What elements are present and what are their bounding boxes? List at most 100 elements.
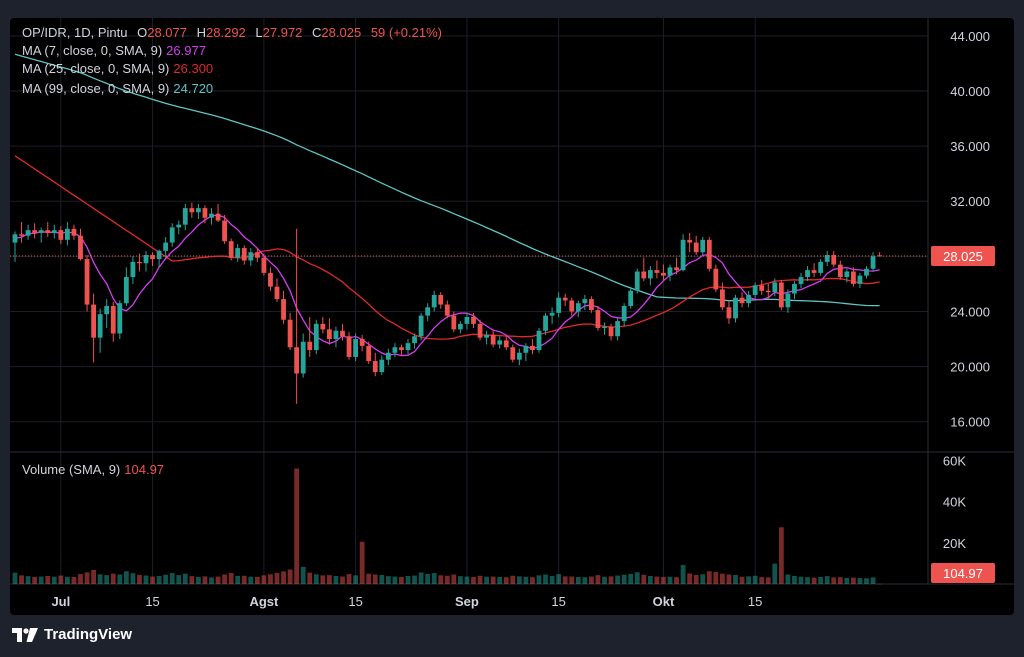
time-tick-label: 15 <box>145 594 159 609</box>
brand-name: TradingView <box>44 626 133 643</box>
volume-bar <box>523 576 529 584</box>
candle-body <box>569 300 575 312</box>
volume-bar <box>831 577 837 584</box>
volume-bar <box>320 575 326 584</box>
volume-bar <box>530 577 535 584</box>
volume-bar <box>78 574 83 584</box>
volume-bar <box>274 572 280 584</box>
volume-bar <box>444 575 450 584</box>
volume-bar <box>837 577 843 584</box>
candle-body <box>182 208 188 225</box>
volume-bar <box>38 576 44 584</box>
volume-bar <box>549 575 555 584</box>
candle-body <box>497 340 503 345</box>
volume-bar <box>510 575 516 584</box>
candle-body <box>589 299 594 311</box>
candle-body <box>431 294 437 308</box>
candle-body <box>667 267 673 276</box>
candle-body <box>340 330 345 337</box>
volume-bar <box>497 576 503 584</box>
candle-body <box>628 290 634 306</box>
candle-body <box>837 264 843 278</box>
candle-body <box>379 359 385 373</box>
volume-bar <box>418 572 424 584</box>
volume-bar <box>123 571 129 584</box>
candle-body <box>687 239 693 243</box>
candle-body <box>385 352 391 360</box>
volume-bar <box>228 573 234 584</box>
candle-body <box>654 270 660 273</box>
volume-bar <box>425 573 431 584</box>
volume-bar <box>556 574 562 584</box>
candle-body <box>176 224 182 228</box>
volume-bar <box>864 578 869 584</box>
candle-body <box>471 316 476 324</box>
candle-body <box>287 319 293 348</box>
volume-bar <box>346 574 352 584</box>
price-tick-label: 44.000 <box>950 29 990 44</box>
candle-body <box>300 341 306 374</box>
volume-bar <box>19 575 24 584</box>
volume-bar <box>477 575 483 584</box>
candle-body <box>254 252 260 258</box>
volume-bar <box>65 576 70 584</box>
ma7-legend: MA (7, close, 0, SMA, 9) 26.977 <box>22 43 206 58</box>
candle-body <box>818 261 824 273</box>
candle-body <box>78 235 83 260</box>
current-volume-label: 104.97 <box>943 566 983 581</box>
volume-bar <box>792 575 797 584</box>
candle-body <box>117 303 123 334</box>
ma7-label: MA (7, close, 0, SMA, 9) <box>22 43 163 58</box>
ma7-value: 26.977 <box>166 43 206 58</box>
change-value: 59 (+0.21%) <box>370 25 442 40</box>
volume-bar <box>851 577 856 584</box>
volume-bar <box>575 576 581 584</box>
volume-bar <box>202 576 208 584</box>
volume-bar <box>516 576 522 584</box>
candle-body <box>530 345 535 351</box>
volume-bar <box>353 575 358 584</box>
candle-body <box>765 290 771 293</box>
volume-bar <box>45 575 51 584</box>
time-tick-label: 15 <box>748 594 762 609</box>
volume-bar <box>84 572 90 584</box>
candlestick-chart[interactable]: 44.00040.00036.00032.00028.00024.00020.0… <box>10 18 1014 615</box>
volume-bar <box>58 575 64 584</box>
volume-bar <box>359 541 365 584</box>
candle-body <box>575 303 581 312</box>
candle-body <box>307 341 313 351</box>
candle-body <box>680 239 686 271</box>
candle-body <box>438 294 444 305</box>
candle-body <box>268 272 273 287</box>
candle-body <box>720 289 725 308</box>
volume-bar <box>169 573 175 584</box>
candle-body <box>196 208 201 213</box>
close-label: C <box>312 25 322 40</box>
candle-body <box>372 361 378 373</box>
time-tick-label: 15 <box>348 594 362 609</box>
price-tick-label: 16.000 <box>950 415 990 430</box>
time-tick-label: Agst <box>249 594 279 609</box>
volume-bar <box>778 527 784 584</box>
volume-bar <box>163 574 169 584</box>
ma99-label: MA (99, close, 0, SMA, 9) <box>22 81 170 96</box>
volume-bar <box>464 576 470 584</box>
candle-body <box>746 294 751 304</box>
low-label: L <box>255 25 263 40</box>
volume-bar <box>130 573 136 584</box>
volume-value: 104.97 <box>124 462 165 477</box>
volume-bar <box>333 575 339 584</box>
tradingview-brand[interactable]: TradingView <box>12 626 132 643</box>
candle-body <box>150 254 155 260</box>
candle-body <box>785 293 791 308</box>
candle-body <box>412 336 417 344</box>
volume-bar <box>366 573 372 584</box>
candle-body <box>562 297 568 301</box>
volume-bar <box>431 573 437 584</box>
volume-bar <box>399 576 404 584</box>
volume-tick-label: 40K <box>943 495 966 510</box>
candle-body <box>759 285 765 291</box>
volume-bar <box>785 574 791 584</box>
volume-legend: Volume (SMA, 9) 104.97 <box>22 462 164 477</box>
volume-bar <box>97 574 103 584</box>
